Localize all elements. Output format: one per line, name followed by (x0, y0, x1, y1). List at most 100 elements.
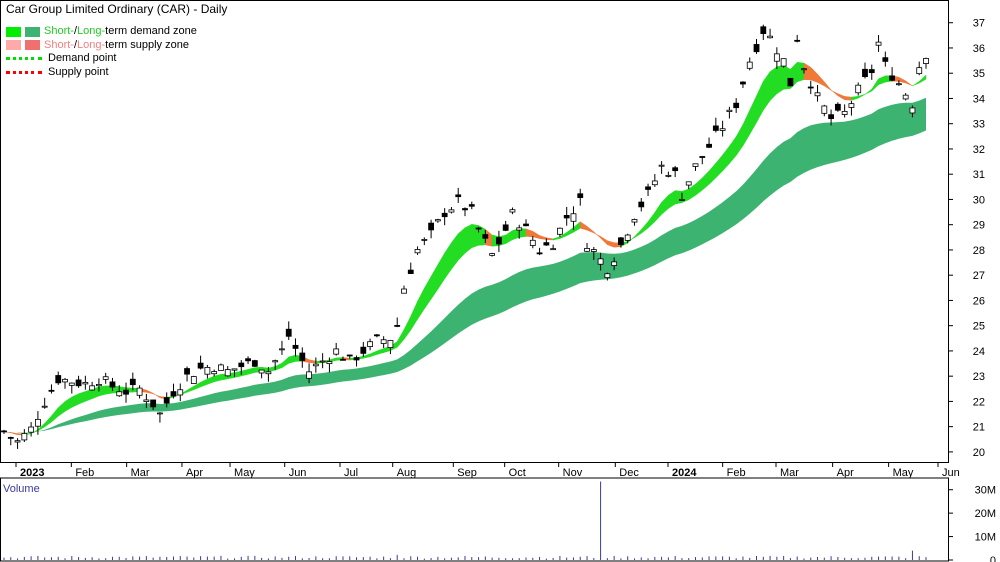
candle-body (807, 86, 814, 89)
short-term-demand-zone (424, 275, 432, 310)
price-panel-frame (0, 0, 949, 463)
short-term-demand-zone (857, 93, 866, 99)
short-term-supply-zone (546, 237, 554, 241)
short-term-demand-zone (417, 288, 425, 321)
y-tick-label: 25 (973, 321, 985, 333)
short-term-supply-zone (898, 76, 906, 84)
short-term-demand-zone (369, 350, 378, 358)
short-term-demand-zone (647, 211, 656, 229)
short-term-supply-zone (525, 228, 534, 238)
candle-body (787, 77, 794, 87)
y-tick-label: 34 (973, 93, 985, 105)
short-term-demand-zone (241, 369, 249, 377)
short-term-demand-zone (85, 388, 93, 402)
candle-body (455, 194, 462, 198)
x-tick-label: Nov (563, 467, 583, 479)
candle-body (760, 26, 767, 34)
candle-body (96, 383, 102, 387)
candle-body (692, 163, 699, 167)
x-tick-label: Feb (75, 467, 94, 479)
candle-body (733, 102, 740, 109)
short-term-demand-zone (64, 396, 73, 412)
short-term-supply-zone (152, 392, 161, 399)
legend-swatch-long-supply (25, 40, 40, 51)
short-term-demand-zone (695, 177, 703, 196)
short-term-demand-zone (430, 263, 439, 300)
y-tick-label: 21 (973, 422, 985, 434)
candle-body (251, 360, 258, 367)
volume-tick-label: 30M (975, 485, 996, 497)
y-tick-label: 20 (973, 447, 985, 459)
candle-body (875, 41, 882, 46)
chart-title: Car Group Limited Ordinary (CAR) - Daily (6, 2, 228, 16)
candle-body (923, 58, 929, 64)
x-tick-label: Sep (457, 467, 477, 479)
candle-body (326, 361, 333, 365)
candle-body (279, 348, 285, 351)
candle-body (679, 199, 685, 201)
candle-body (712, 125, 719, 131)
short-term-supply-zone (532, 230, 540, 239)
candle-body (48, 389, 55, 392)
volume-tick-label: 0 (990, 555, 996, 562)
candle-body (340, 358, 346, 361)
candle-body (434, 219, 441, 222)
candle-body (312, 363, 319, 367)
candle-body (265, 371, 272, 375)
candle-body (814, 92, 821, 97)
candle-body (889, 75, 896, 81)
candle-body (143, 399, 150, 402)
short-term-demand-zone (213, 374, 222, 383)
candle-body (618, 237, 624, 245)
short-term-supply-zone (593, 231, 601, 239)
candle-body (489, 253, 496, 256)
candle-body (238, 362, 245, 368)
short-term-demand-zone (268, 366, 276, 372)
short-term-demand-zone (98, 385, 106, 397)
candle-body (753, 44, 760, 53)
candle-body (841, 111, 848, 115)
candle-body (706, 143, 712, 148)
x-tick-label: May (893, 467, 914, 479)
short-term-demand-zone (756, 81, 764, 123)
short-term-demand-zone (864, 88, 873, 95)
candle-body (380, 339, 387, 344)
x-tick-label: Feb (727, 467, 746, 479)
candle-body (651, 180, 658, 186)
short-term-demand-zone (457, 227, 466, 261)
volume-tick-label: 20M (975, 508, 996, 520)
short-term-demand-zone (566, 226, 574, 237)
candle-body (102, 376, 109, 380)
y-tick-label: 33 (973, 119, 985, 131)
candle-body (902, 94, 909, 100)
x-tick-label: Jun (289, 467, 307, 479)
candle-body (509, 209, 516, 213)
candle-body (624, 234, 631, 241)
y-tick-label: 30 (973, 194, 985, 206)
short-term-demand-zone (796, 62, 805, 83)
candle-body (590, 249, 597, 252)
candle-body (285, 328, 292, 337)
candle-body (685, 181, 692, 186)
candle-body (909, 107, 916, 114)
candle-body (475, 227, 482, 230)
short-term-demand-zone (715, 154, 723, 179)
candle-body (421, 239, 428, 241)
short-term-demand-zone (674, 190, 683, 205)
candle-body (428, 222, 435, 231)
candle-body (563, 214, 570, 219)
legend-supply-long: Long- (77, 38, 106, 51)
candle-body (333, 348, 340, 355)
candle-body (82, 382, 89, 385)
short-term-demand-zone (552, 236, 561, 241)
y-tick-label: 36 (973, 43, 985, 55)
legend-demand-rest: term demand zone (105, 25, 197, 38)
candle-body (197, 362, 204, 369)
short-term-demand-zone (702, 170, 710, 191)
candle-body (794, 39, 801, 42)
candle-body (292, 344, 299, 349)
y-tick-label: 27 (973, 270, 985, 282)
legend-supply-point-label: Supply point (48, 65, 109, 78)
short-term-supply-zone (580, 221, 588, 231)
candle-body (157, 412, 163, 415)
